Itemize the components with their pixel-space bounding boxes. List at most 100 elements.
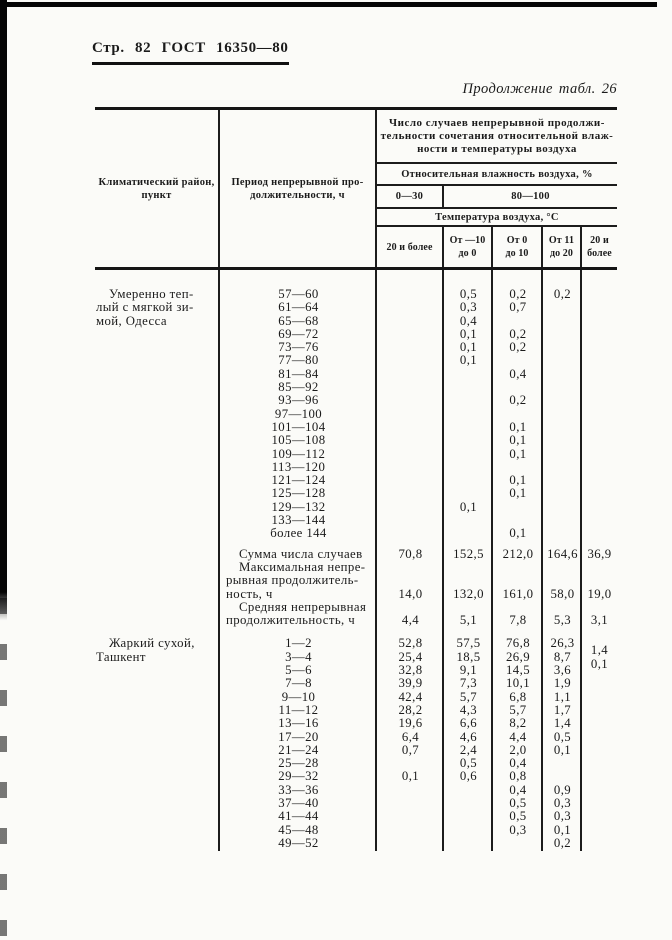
value-cell [493,514,543,527]
table-row: 101—104 0,1 [95,419,617,434]
humidity-range-low: 0—30 [377,186,444,207]
table-row: 109—112 0,1 [95,447,617,461]
period-cell: 3—4 [285,649,312,664]
value-cell [582,527,617,540]
value-cell [377,421,444,434]
value-cell: 14,0 [398,586,423,601]
table-row: 49—52 0,2 [95,836,617,850]
value-cell [582,744,617,757]
value-cell: 18,5 [456,649,481,664]
scan-edge-left [0,0,7,940]
period-cell: 33—36 [278,782,319,797]
header-count-caption: Число случаев непрерывной продолжи- тель… [377,110,617,164]
period-cell: 85—92 [278,380,319,395]
value-cell: 0,3 [553,809,572,824]
region-cell [95,784,220,797]
header-temperature-ranges: 20 и более От —10 до 0 От 0 до 10 От 11 … [377,227,617,267]
period-cell: 81—84 [278,366,319,381]
table-row: Средняя непрерывная [95,600,617,614]
column-divider [491,270,493,851]
value-cell [582,487,617,500]
value-cell [444,461,493,474]
value-cell [377,474,444,487]
table-row: 93—96 0,2 [95,393,617,408]
region-cell [95,731,220,744]
value-cell: 212,0 [502,546,534,561]
value-cell [444,824,493,837]
period-cell: 7—8 [285,676,312,691]
value-cell: 0,2 [509,326,527,341]
region-cell [95,614,220,627]
value-cell: 0,1 [509,419,527,434]
value-cell: 14,5 [506,663,530,678]
value-cell [444,837,493,850]
value-cell [377,487,444,500]
value-cell [377,301,444,314]
region-cell [95,824,220,837]
period-cell: 57—60 [278,287,319,301]
region-cell: мой, Одесса [96,313,167,328]
value-cell: 0,9 [553,782,572,797]
table-row: 13—16 19,6 6,6 8,2 1,4 [95,716,617,731]
value-cell [582,474,617,487]
period-cell: 125—128 [271,486,326,501]
period-cell: 101—104 [271,419,326,434]
value-cell: 5,3 [553,613,572,628]
value-cell: 1,1 [553,689,572,704]
value-cell [377,408,444,421]
value-cell [377,461,444,474]
value-cell [582,757,617,770]
page-header: Стр. 82 ГОСТ 16350—80 [92,40,289,65]
value-cell: 0,4 [509,756,527,771]
value-cell: 4,3 [459,702,478,717]
region-cell [95,704,220,717]
value-cell: 2,4 [459,742,478,757]
temp-range-col: От 11 до 20 [543,227,582,267]
value-cell [377,354,444,367]
value-cell [377,601,444,614]
value-cell [377,288,444,301]
region-cell [95,744,220,757]
region-cell: Жаркий сухой, [109,636,195,651]
value-cell: 0,3 [459,300,478,315]
value-cell [582,354,617,367]
value-cell: 0,2 [509,340,527,355]
period-cell: 121—124 [271,473,326,488]
region-cell [95,381,220,394]
temp-range-col: 20 и более [587,235,612,259]
value-cell [582,408,617,421]
value-cell [493,837,543,850]
table-row: 69—72 0,1 0,2 [95,326,617,341]
value-cell: 1,4 [553,716,572,731]
value-cell [582,784,617,797]
column-divider [375,270,377,851]
value-cell: 3,1 [590,613,609,628]
value-cell: 152,5 [453,546,484,561]
value-cell: 36,9 [587,546,612,561]
period-cell: 45—48 [278,822,319,837]
value-cell: 0,2 [509,393,527,408]
period-cell: 11—12 [278,702,319,717]
value-cell [582,394,617,407]
period-cell: 37—40 [278,795,319,810]
region-cell [95,548,220,561]
value-cell [493,601,543,614]
temp-range-col: От 0 до 10 [493,227,543,267]
header-period-column: Период непрерывной про- должительности, … [220,110,377,267]
temp-range-col: От —10 до 0 [444,227,493,267]
value-cell [582,797,617,810]
value-cell: 70,8 [398,546,423,561]
value-cell [582,731,617,744]
value-cell: 0,3 [509,822,527,837]
period-cell: 105—108 [271,433,326,448]
temp-range-col: 20 и более [377,227,444,267]
value-cell [444,487,493,500]
value-cell: 28,2 [398,702,423,717]
period-cell: 133—144 [271,513,326,528]
value-cell [582,601,617,614]
region-cell [95,691,220,704]
value-cell [377,527,444,540]
value-cell: 4,4 [509,729,527,744]
value-cell: 0,1 [401,769,420,784]
table-row: Максимальная непре- [95,560,617,574]
